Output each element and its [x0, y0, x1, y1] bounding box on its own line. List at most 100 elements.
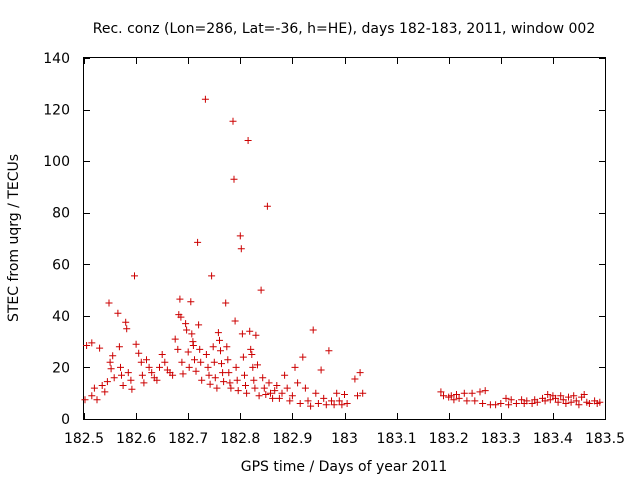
data-point	[259, 374, 267, 382]
x-tick-label: 183.1	[377, 431, 417, 447]
data-point	[231, 317, 239, 325]
data-point	[227, 384, 235, 392]
data-point	[184, 348, 192, 356]
data-point	[546, 396, 554, 404]
data-point	[476, 388, 484, 396]
data-point	[338, 401, 346, 409]
data-point	[351, 375, 359, 383]
data-point	[217, 347, 224, 355]
data-point	[497, 400, 505, 407]
data-point	[128, 385, 136, 393]
data-point	[275, 394, 283, 402]
data-point	[81, 396, 89, 404]
data-point	[552, 394, 559, 402]
data-point	[273, 382, 281, 389]
y-tick-label: 20	[52, 360, 70, 376]
x-tick-label: 182.5	[64, 431, 104, 447]
data-point	[468, 389, 476, 397]
data-point	[580, 391, 588, 398]
data-point	[544, 391, 552, 398]
x-tick-label: 182.8	[220, 431, 260, 447]
data-point	[222, 299, 230, 307]
data-point	[512, 400, 520, 407]
data-point	[299, 353, 307, 361]
data-point	[471, 397, 479, 405]
data-point	[183, 326, 191, 334]
data-point	[224, 356, 232, 364]
data-point	[554, 398, 562, 406]
x-tick-label: 183.4	[533, 431, 573, 447]
data-point	[188, 330, 196, 338]
data-point	[214, 329, 222, 337]
data-point	[88, 392, 96, 400]
data-point	[174, 345, 182, 353]
data-point	[455, 394, 463, 402]
data-point	[312, 389, 320, 397]
data-point	[201, 95, 209, 103]
data-point	[189, 342, 197, 349]
data-point	[450, 396, 458, 404]
data-point	[325, 347, 333, 355]
data-point	[218, 360, 225, 368]
data-point	[114, 309, 122, 317]
data-point	[122, 318, 130, 326]
data-point	[559, 396, 567, 404]
data-point	[453, 391, 460, 398]
data-point	[127, 376, 135, 384]
x-tick-label: 183.5	[585, 431, 625, 447]
data-point	[195, 321, 203, 329]
data-point	[359, 389, 367, 397]
data-point	[145, 363, 153, 371]
data-point	[296, 400, 304, 407]
data-point	[291, 363, 299, 371]
data-point	[269, 394, 277, 402]
data-point	[169, 371, 177, 379]
data-point	[333, 389, 341, 397]
data-point	[562, 400, 570, 407]
data-point	[254, 361, 261, 369]
data-point	[103, 378, 111, 386]
y-axis-label: STEC from uqrg / TECUs	[6, 154, 22, 322]
data-point	[236, 232, 244, 240]
data-point	[96, 344, 104, 352]
data-point	[492, 401, 500, 409]
data-point	[460, 389, 468, 397]
data-point	[286, 397, 294, 405]
data-point	[216, 336, 223, 344]
data-point	[208, 272, 216, 280]
data-point	[176, 295, 184, 303]
data-point	[281, 371, 289, 379]
data-point	[244, 137, 252, 144]
data-point	[328, 397, 335, 405]
data-point	[182, 320, 190, 328]
data-point	[246, 327, 254, 335]
data-point	[209, 343, 217, 351]
data-point	[202, 351, 210, 358]
data-point	[565, 393, 572, 401]
data-point	[570, 392, 578, 400]
x-tick-label: 183.3	[481, 431, 521, 447]
data-point	[575, 401, 583, 409]
data-point	[330, 401, 338, 409]
data-point	[137, 358, 145, 366]
data-point	[210, 358, 218, 366]
data-point	[533, 398, 541, 406]
data-point	[249, 363, 257, 371]
data-point	[225, 369, 233, 377]
data-point	[262, 391, 270, 398]
data-point	[234, 387, 242, 395]
x-tick-label: 183	[331, 431, 358, 447]
data-point	[118, 371, 125, 379]
data-point	[233, 376, 241, 384]
data-point	[192, 367, 200, 375]
y-tick-label: 120	[43, 103, 70, 119]
data-point	[232, 363, 240, 371]
data-point	[271, 387, 279, 395]
data-point	[251, 384, 259, 392]
x-tick-label: 182.6	[116, 431, 156, 447]
data-point	[343, 400, 351, 407]
data-point	[105, 299, 113, 307]
data-point	[197, 358, 205, 366]
data-point	[223, 343, 231, 351]
data-point	[481, 387, 489, 395]
